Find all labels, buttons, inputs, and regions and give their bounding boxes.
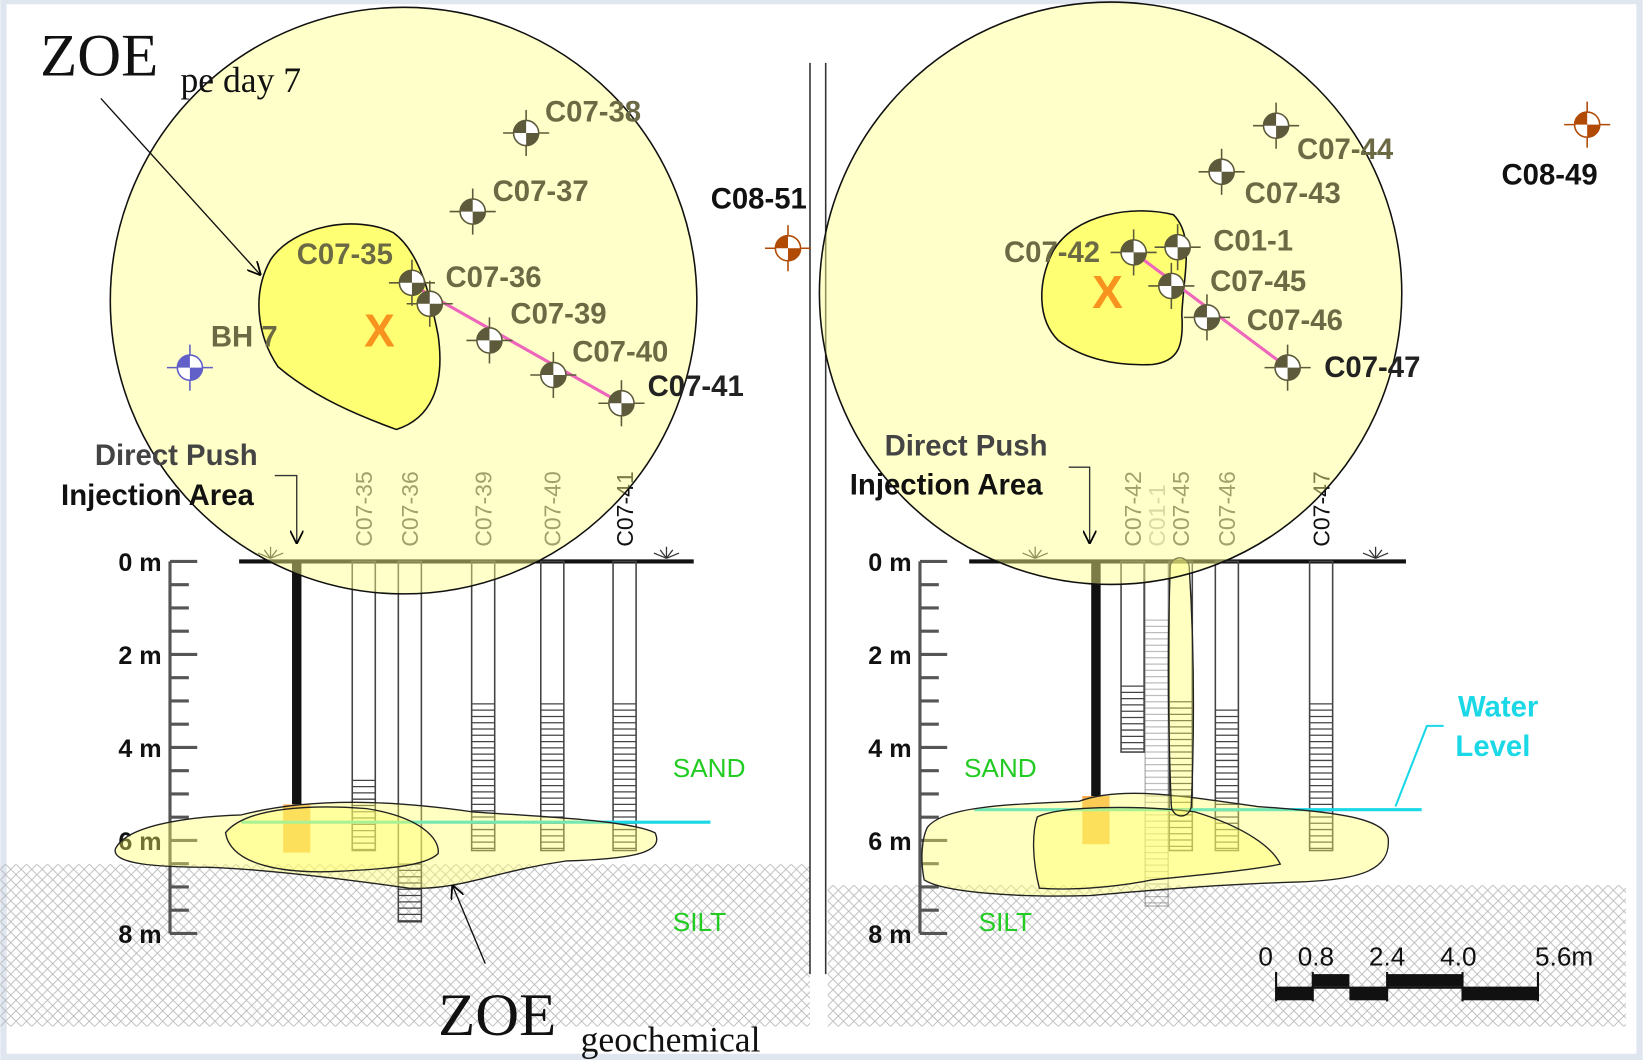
well-label: C07-35 xyxy=(297,238,393,271)
depth-label: 0 m xyxy=(868,549,911,577)
well-label: C07-44 xyxy=(1297,133,1394,166)
depth-label: 4 m xyxy=(868,735,911,763)
injection-label: Direct Push xyxy=(95,439,258,472)
well-label: C07-41 xyxy=(648,370,744,403)
injection-label: Injection Area xyxy=(61,479,254,512)
silt-label: SILT xyxy=(673,907,726,937)
injection-label: Injection Area xyxy=(850,468,1043,501)
well-label: C07-40 xyxy=(572,335,668,368)
depth-label: 0 m xyxy=(118,549,161,577)
scale-label: 0.8 xyxy=(1298,942,1334,972)
injection-marker: X xyxy=(1092,266,1123,318)
diagram: 0 m2 m4 m6 m8 mC07-35C07-36C07-39C07-40C… xyxy=(0,0,1643,1060)
well-label: C07-45 xyxy=(1210,265,1306,298)
well-label: C07-47 xyxy=(1324,351,1420,384)
well-label: C07-46 xyxy=(1247,304,1343,337)
scale-label: 2.4 xyxy=(1369,942,1405,972)
well-label: C08-49 xyxy=(1502,158,1598,191)
scale-label: 4.0 xyxy=(1440,942,1476,972)
zoe-label: ZOE xyxy=(40,22,158,89)
well-label: C07-43 xyxy=(1245,177,1341,210)
silt-label: SILT xyxy=(979,907,1032,937)
scale-segment xyxy=(1313,974,1350,987)
well-label: C07-42 xyxy=(1004,236,1100,269)
sand-label: SAND xyxy=(964,753,1037,783)
silt-right xyxy=(828,885,1626,1026)
depth-label: 4 m xyxy=(118,735,161,763)
zoe-subscript: pe day 7 xyxy=(180,60,301,100)
scale-segment xyxy=(1387,974,1462,987)
well-label: C07-36 xyxy=(445,261,541,294)
depth-label: 8 m xyxy=(868,921,911,949)
zoe-label: ZOE xyxy=(438,982,556,1049)
water-level-label: Level xyxy=(1455,730,1530,763)
page: { "annotations": { "zoe_pe_day7": {"text… xyxy=(0,0,1643,1060)
well-label: C07-38 xyxy=(545,96,641,129)
scale-label: 0 xyxy=(1258,942,1273,972)
injection-marker: X xyxy=(364,305,395,357)
depth-label: 6 m xyxy=(868,828,911,856)
scale-label: 5.6m xyxy=(1535,942,1593,972)
scale-segment xyxy=(1463,988,1538,1001)
depth-label: 2 m xyxy=(118,642,161,670)
zoe-subscript: geochemical xyxy=(581,1020,761,1060)
scale-segment xyxy=(1349,988,1387,1001)
zoe-geochemical xyxy=(1168,558,1193,816)
well-label: C01-1 xyxy=(1213,224,1293,257)
water-level-label: Water xyxy=(1458,690,1538,723)
injection-label: Direct Push xyxy=(885,430,1048,463)
well-label: C08-51 xyxy=(711,182,807,215)
depth-label: 8 m xyxy=(118,921,161,949)
well-label: C07-37 xyxy=(493,175,589,208)
depth-label: 2 m xyxy=(868,642,911,670)
well-label: BH 7 xyxy=(211,321,278,354)
sand-label: SAND xyxy=(673,753,746,783)
well-label: C07-39 xyxy=(510,298,606,331)
scale-segment xyxy=(1276,988,1313,1001)
